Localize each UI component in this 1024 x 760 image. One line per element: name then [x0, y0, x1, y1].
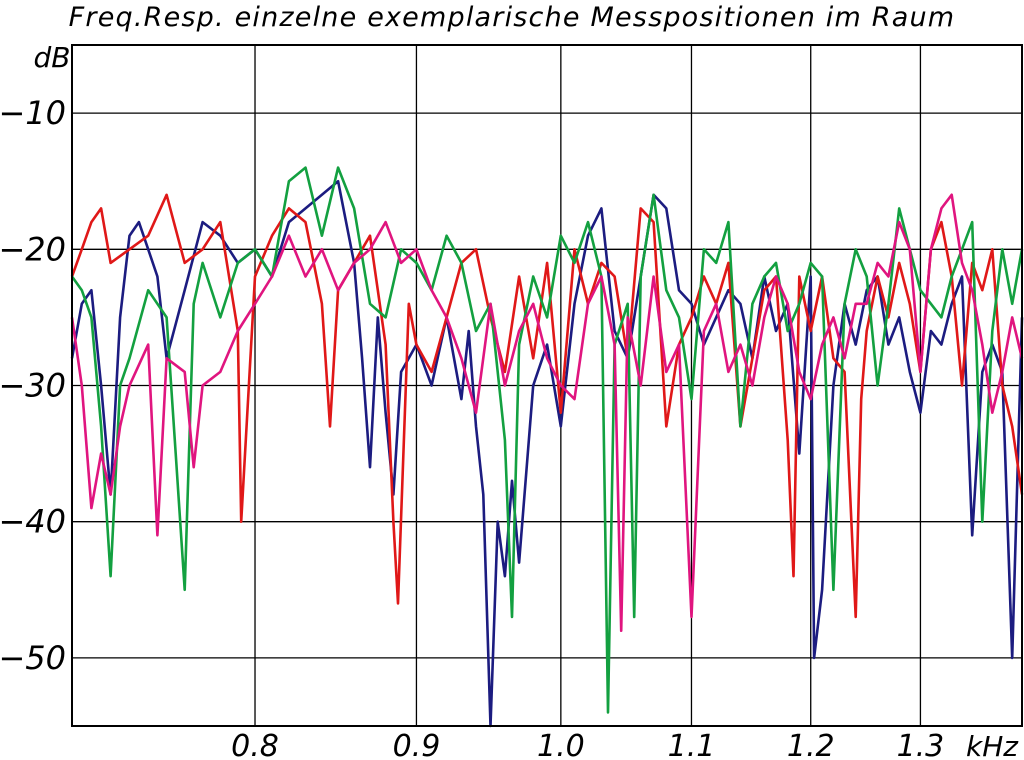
y-tick-label: −10 — [0, 94, 66, 132]
y-tick-label: −50 — [0, 639, 66, 677]
series-line-4 — [70, 193, 1024, 633]
x-tick-label: 0.9 — [393, 729, 441, 760]
x-tick-label: 1.1 — [668, 729, 716, 760]
y-tick-label: −30 — [0, 367, 66, 405]
x-tick-label: 1.0 — [537, 729, 585, 760]
y-tick-labels: −10 −20 −30 −40 −50 — [0, 94, 66, 677]
x-tick-label: 1.2 — [787, 729, 835, 760]
x-tick-label: 0.8 — [231, 729, 279, 760]
x-axis-unit: kHz — [966, 730, 1019, 760]
x-tick-label: 1.3 — [897, 729, 945, 760]
y-tick-label: −40 — [0, 503, 66, 541]
series-group — [70, 166, 1024, 728]
plot-frame — [71, 44, 1023, 727]
series-line-2 — [70, 193, 1024, 619]
plot-grid — [72, 45, 1022, 726]
y-tick-label: −20 — [0, 230, 66, 268]
x-tick-labels: 0.8 0.9 1.0 1.1 1.2 1.3 — [231, 729, 944, 760]
y-axis-label: dB — [34, 41, 71, 74]
chart-title: Freq.Resp. einzelne exemplarische Messpo… — [69, 2, 956, 33]
